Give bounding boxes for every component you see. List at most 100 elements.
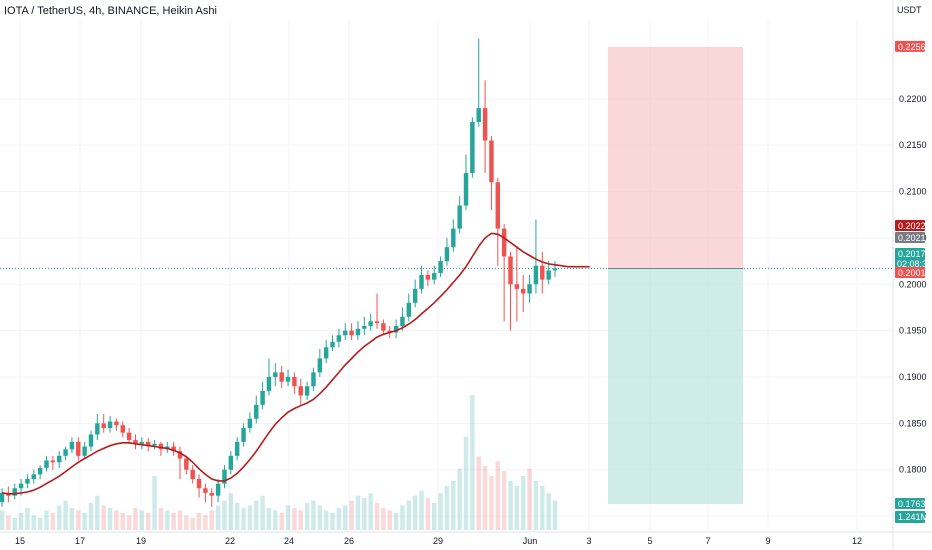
candle-body xyxy=(69,441,75,450)
price-badge xyxy=(895,498,925,510)
candle-body xyxy=(44,460,49,468)
candle-body xyxy=(120,425,125,433)
candle-body xyxy=(463,173,469,206)
volume-bar xyxy=(234,503,240,530)
x-tick-label: 3 xyxy=(586,536,591,546)
volume-bar xyxy=(279,512,284,530)
volume-bar xyxy=(546,493,551,530)
price-badge-label: 0.2256 xyxy=(898,42,926,52)
volume-bar xyxy=(298,510,303,530)
candle-body xyxy=(152,443,157,446)
candle-body xyxy=(107,421,113,428)
volume-bar xyxy=(260,495,265,530)
candle-body xyxy=(228,455,234,470)
volume-bar xyxy=(247,505,253,530)
volume-bar xyxy=(95,495,100,530)
volume-bar xyxy=(495,461,501,530)
candle-body xyxy=(266,377,272,391)
candle-body xyxy=(501,228,507,257)
y-tick-label: 0.2000 xyxy=(899,279,927,289)
x-tick-label: 12 xyxy=(852,536,862,546)
candle-body xyxy=(31,474,37,479)
volume-bar xyxy=(63,500,68,530)
candle-body xyxy=(145,441,151,446)
volume-bar xyxy=(171,512,176,530)
volume-bar xyxy=(393,512,399,530)
volume-bar xyxy=(489,476,494,530)
x-tick-label: 7 xyxy=(705,536,710,546)
volume-bar xyxy=(145,512,151,530)
candle-body xyxy=(215,483,221,496)
candle-body xyxy=(158,443,164,450)
candle-body xyxy=(470,122,475,173)
candle-body xyxy=(514,284,520,289)
volume-bar xyxy=(520,476,526,530)
volume-bar xyxy=(82,512,87,530)
price-badge xyxy=(895,248,925,270)
volume-bar xyxy=(508,480,513,530)
volume-bar xyxy=(527,468,532,530)
candle-body xyxy=(25,479,30,484)
candle-body xyxy=(171,446,176,452)
candle-body xyxy=(285,377,291,382)
candle-body xyxy=(114,421,119,426)
volume-bar xyxy=(285,505,291,530)
volume-bar xyxy=(101,505,106,530)
volume-bar xyxy=(381,507,386,530)
price-badge xyxy=(895,232,925,243)
volume-bar xyxy=(406,500,412,530)
candle-body xyxy=(139,441,145,444)
volume-bar xyxy=(44,510,49,530)
volume-bar xyxy=(203,515,208,530)
volume-bar xyxy=(266,507,272,530)
volume-badge xyxy=(895,511,925,523)
x-tick-label: 24 xyxy=(284,536,294,546)
candle-body xyxy=(489,140,494,183)
candle-body xyxy=(37,467,43,475)
candle-body xyxy=(432,273,437,280)
volume-bar xyxy=(165,510,170,530)
moving-average-line xyxy=(1,232,590,495)
volume-bar xyxy=(533,480,539,530)
countdown-label: 02:08:39 xyxy=(897,259,932,269)
candle-body xyxy=(222,469,227,484)
volume-bar xyxy=(25,507,30,530)
candle-body xyxy=(203,488,208,493)
price-badge xyxy=(895,220,925,231)
candle-body xyxy=(279,372,284,382)
candle-body xyxy=(343,330,348,336)
candle-body xyxy=(533,265,539,285)
candle-body xyxy=(406,302,412,317)
candle-body xyxy=(56,455,62,463)
volume-bar xyxy=(355,495,361,530)
candle-body xyxy=(95,423,100,435)
candle-body xyxy=(190,469,195,479)
candle-body xyxy=(133,440,138,444)
volume-bar xyxy=(476,456,481,530)
x-tick-label: 19 xyxy=(136,536,146,546)
volume-bar xyxy=(362,498,367,530)
candle-body xyxy=(234,441,240,456)
candle-body xyxy=(355,328,361,336)
volume-bar xyxy=(292,507,297,530)
volume-bar xyxy=(209,510,214,530)
x-tick-label: 22 xyxy=(225,536,235,546)
candle-body xyxy=(82,446,87,456)
price-badge-label: 0.2001 xyxy=(898,268,926,278)
volume-bar xyxy=(514,485,520,530)
candle-body xyxy=(101,423,106,428)
candle-body xyxy=(457,205,462,229)
volume-bar xyxy=(311,500,316,530)
volume-badge-label: 1.241M xyxy=(898,512,928,522)
volume-bar xyxy=(400,505,405,530)
candle-body xyxy=(476,108,481,122)
volume-bar xyxy=(133,507,138,530)
volume-bar xyxy=(184,515,189,530)
volume-bar xyxy=(463,436,469,530)
candle-body xyxy=(88,434,94,447)
volume-bar xyxy=(336,507,342,530)
y-tick-label: 0.1800 xyxy=(899,465,927,475)
y-tick-label: 0.1850 xyxy=(899,418,927,428)
volume-bar xyxy=(501,471,507,530)
